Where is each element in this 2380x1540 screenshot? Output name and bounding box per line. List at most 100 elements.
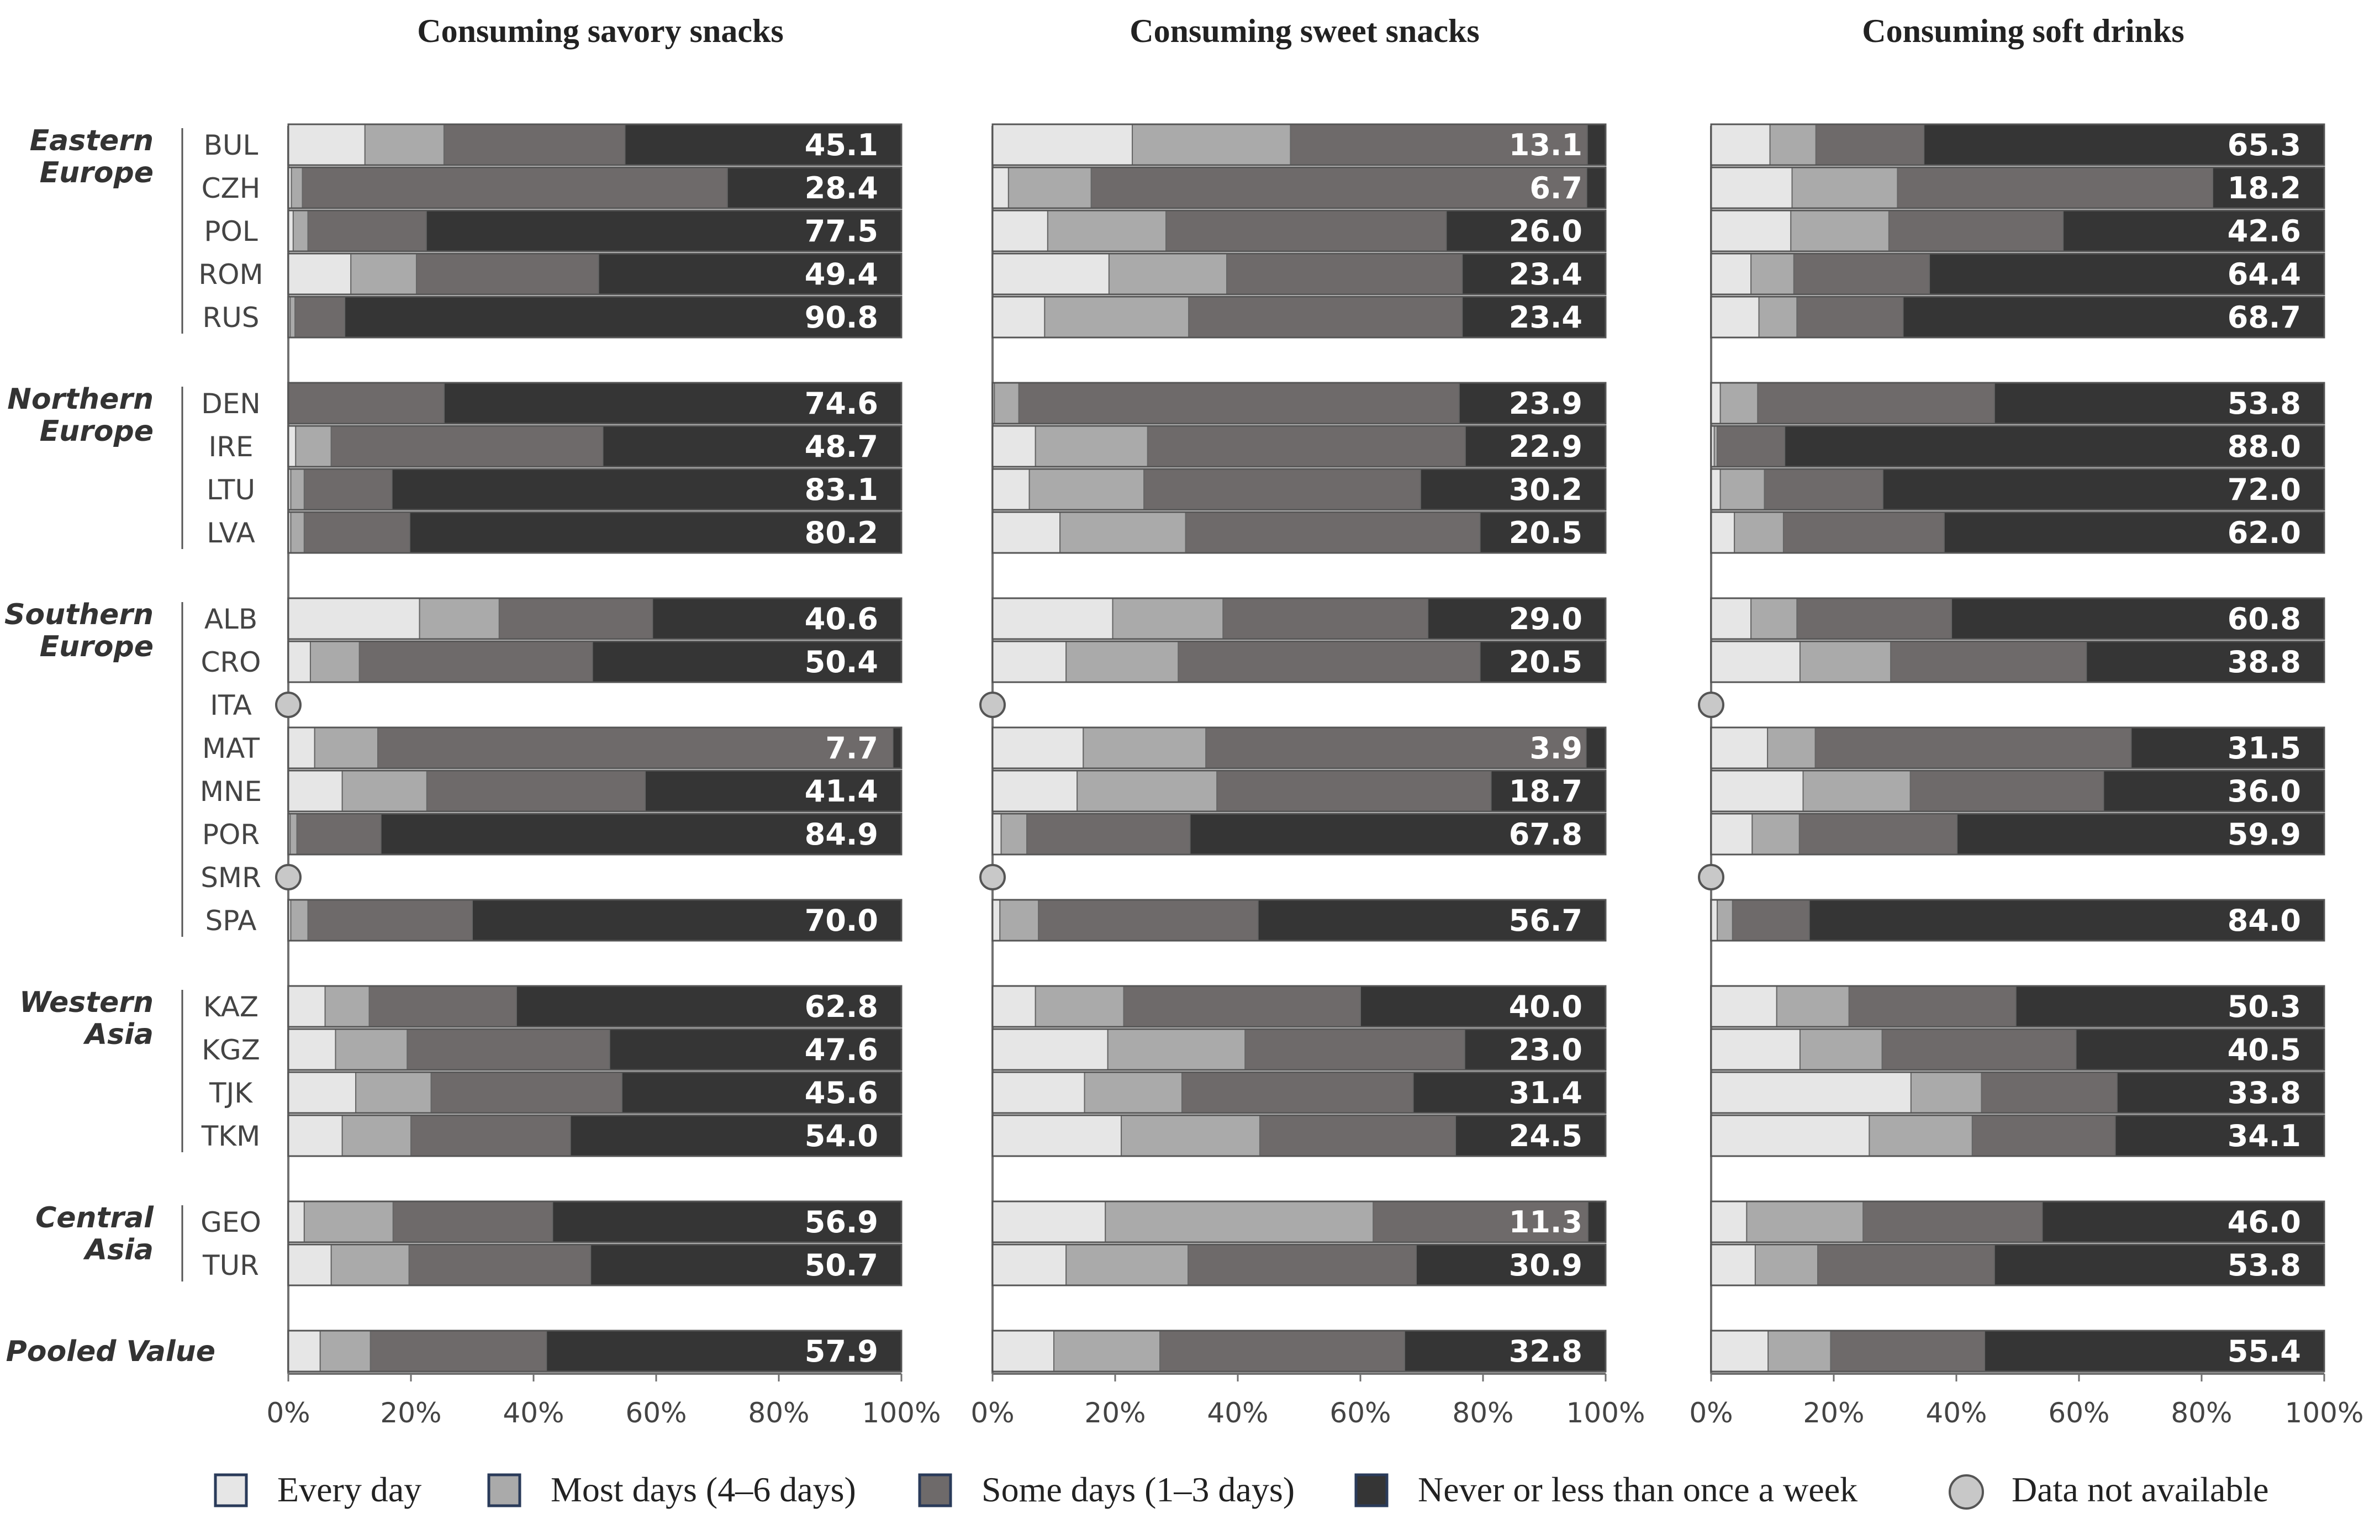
bar-outline [991, 985, 1607, 1028]
bar-outline [1710, 1028, 2325, 1071]
legend: Every day Most days (4–6 days) Some days (… [214, 1470, 2269, 1510]
bar-row-kaz: 50.3 [1710, 985, 2325, 1028]
country-label: LTU [207, 474, 255, 506]
bar-row-kaz: 62.8 [287, 985, 903, 1028]
data-label: 40.6 [805, 602, 878, 636]
bar-row-bul: 13.1 [991, 123, 1607, 166]
data-label: 31.5 [2228, 731, 2301, 766]
bar-segment [1848, 985, 2017, 1027]
bar-row-pooled-value: 32.8 [991, 1330, 1607, 1373]
bar-segment [992, 468, 1030, 510]
bar-outline [287, 382, 903, 425]
bar-segment [1419, 468, 1607, 510]
legend-item: Most days (4–6 days) [487, 1470, 856, 1509]
bar-outline [1710, 597, 2325, 640]
data-label: 62.8 [805, 989, 878, 1024]
bar-segment [1038, 899, 1259, 941]
bar-segment [344, 296, 902, 338]
bar-segment [1711, 167, 1793, 209]
bar-segment [1711, 985, 1777, 1027]
x-tick-label: 0% [1689, 1397, 1733, 1429]
data-label: 7.7 [825, 731, 878, 766]
bar-segment [1412, 1072, 1606, 1114]
bar-segment [1711, 468, 1721, 510]
bar-segment [992, 253, 1110, 295]
bar-segment [994, 382, 1020, 424]
bar-segment [288, 598, 420, 640]
legend-item: Data not available [1949, 1470, 2269, 1510]
bar-outline [1710, 813, 2325, 856]
bar-outline [991, 726, 1607, 769]
bar-outline [1710, 511, 2325, 554]
bar-segment [892, 727, 902, 769]
data-label: 34.1 [2228, 1119, 2301, 1153]
bar-outline [287, 123, 903, 166]
bar-segment [1746, 1201, 1864, 1243]
bar-segment [1862, 1201, 2043, 1243]
bar-segment [1059, 511, 1186, 553]
bar-row-kgz: 47.6 [287, 1028, 903, 1071]
data-label: 68.7 [2228, 300, 2301, 335]
bar-segment [1373, 1201, 1589, 1243]
bar-row-tjk: 33.8 [1710, 1071, 2325, 1114]
bar-outline [287, 726, 903, 769]
bar-segment [1711, 899, 1718, 941]
bar-segment [992, 425, 1036, 467]
bar-segment [1711, 124, 1771, 166]
bar-segment [1799, 641, 1892, 683]
bar-outline [991, 252, 1607, 296]
x-tick-label: 40% [503, 1397, 564, 1429]
region-label: Eastern [30, 124, 154, 157]
country-label: DEN [201, 388, 261, 420]
bar-segment [992, 727, 1084, 769]
bar-segment [290, 899, 309, 941]
bar-segment [1711, 253, 1752, 295]
bar-segment [1750, 598, 1798, 640]
bar-segment [992, 899, 1001, 941]
bar-segment [1178, 641, 1481, 683]
bar-segment [1216, 770, 1492, 812]
bar-segment [307, 899, 473, 941]
bar-segment [419, 598, 500, 640]
x-tick-label: 60% [2048, 1397, 2109, 1429]
bar-segment [443, 124, 626, 166]
data-not-available-marker [1698, 864, 1724, 890]
data-label: 28.4 [805, 171, 878, 205]
bar-row-ire: 48.7 [287, 425, 903, 468]
bar-segment [1226, 253, 1463, 295]
data-label: 53.8 [2228, 386, 2301, 421]
bar-segment [1222, 598, 1429, 640]
data-label: 29.0 [1509, 602, 1582, 636]
bar-segment [1717, 899, 1733, 941]
bar-outline [991, 123, 1607, 166]
data-label: 36.0 [2228, 774, 2301, 809]
bar-segment [1189, 813, 1606, 855]
bar-outline [1710, 899, 2325, 942]
region-label: Southern [4, 598, 154, 631]
region-label: Northern [7, 383, 154, 416]
bar-segment [1108, 253, 1228, 295]
bar-row-pooled-value: 57.9 [287, 1330, 903, 1373]
bar-outline [991, 1243, 1607, 1286]
bar-row-mne: 36.0 [1710, 769, 2325, 813]
data-label: 22.9 [1509, 429, 1582, 464]
data-label: 53.8 [2228, 1248, 2301, 1283]
panel-1: Consuming savory snacks 0% 20% 40% 60% 80% 100… [266, 13, 941, 1429]
data-not-available-marker [979, 864, 1006, 890]
data-label: 77.5 [805, 214, 878, 249]
bar-segment [1732, 899, 1810, 941]
bar-row-alb: 40.6 [287, 597, 903, 640]
bar-segment [1981, 1072, 2118, 1114]
bar-segment [726, 167, 902, 209]
bar-segment [288, 641, 311, 683]
bar-row-geo: 56.9 [287, 1200, 903, 1243]
bar-segment [2116, 1072, 2325, 1114]
x-tick-label: 20% [380, 1397, 441, 1429]
bar-outline [1710, 1330, 2325, 1373]
bar-segment [288, 770, 343, 812]
bar-segment [1719, 468, 1765, 510]
bar-segment [1123, 985, 1361, 1027]
data-label: 84.0 [2228, 903, 2301, 938]
